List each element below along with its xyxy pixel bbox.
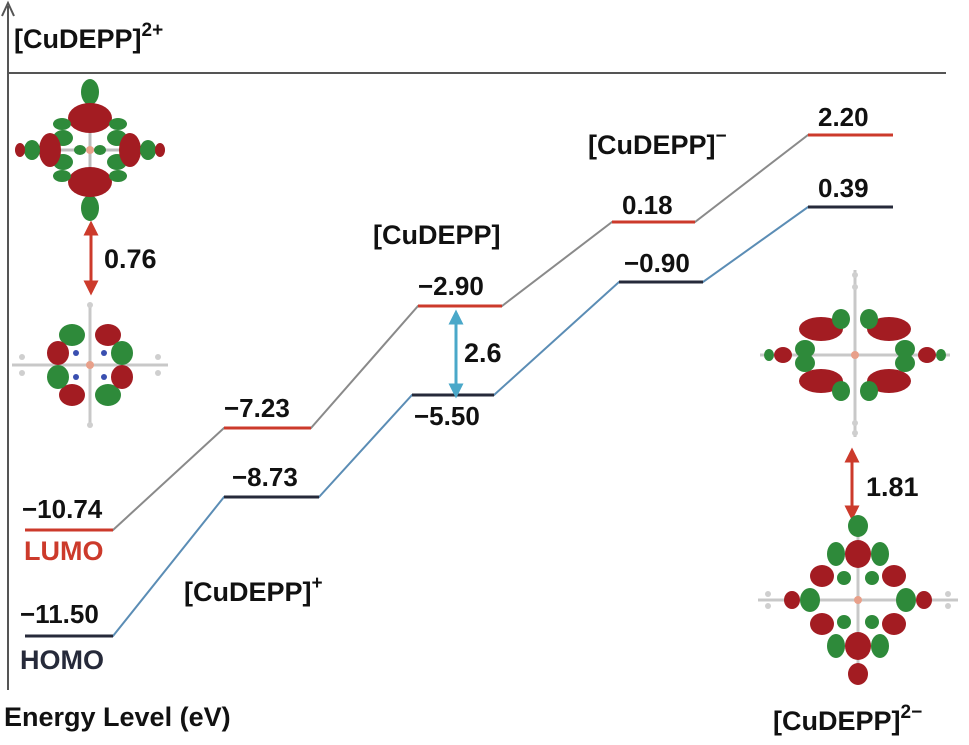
gap-value-dication: 0.76 [104,244,157,274]
lumo-value-neutral: −2.90 [418,271,484,301]
species-label-dianion: [CuDEPP]2− [773,702,922,736]
lumo-connector-line [25,134,893,531]
homo-legend-label: HOMO [20,645,104,675]
homo-value-dianion: 0.39 [818,173,869,203]
species-label-neutral: [CuDEPP] [373,220,501,250]
y-axis-arrow-icon [1,0,15,17]
orbital-image-dication-lumo [15,79,165,221]
orbital-image-dianion-lumo [760,270,950,437]
species-label-cation: [CuDEPP]+ [184,573,323,607]
species-label-dication: [CuDEPP]2+ [14,20,163,54]
homo-value-neutral: −5.50 [414,401,480,431]
species-label-anion: [CuDEPP]− [588,126,727,160]
gap-value-dianion: 1.81 [866,472,919,502]
lumo-value-dication: −10.74 [22,494,103,524]
homo-value-dication: −11.50 [20,599,99,629]
lumo-legend-label: LUMO [24,536,103,566]
lumo-value-cation: −7.23 [224,393,290,423]
homo-value-anion: −0.90 [624,248,690,278]
lumo-value-dianion: 2.20 [818,102,869,132]
orbital-image-dication-homo [12,302,168,428]
lumo-value-anion: 0.18 [622,190,673,220]
gap-value-neutral: 2.6 [464,338,502,368]
orbital-image-dianion-homo [758,515,958,685]
axis-title: Energy Level (eV) [4,702,231,732]
homo-value-cation: −8.73 [232,462,298,492]
